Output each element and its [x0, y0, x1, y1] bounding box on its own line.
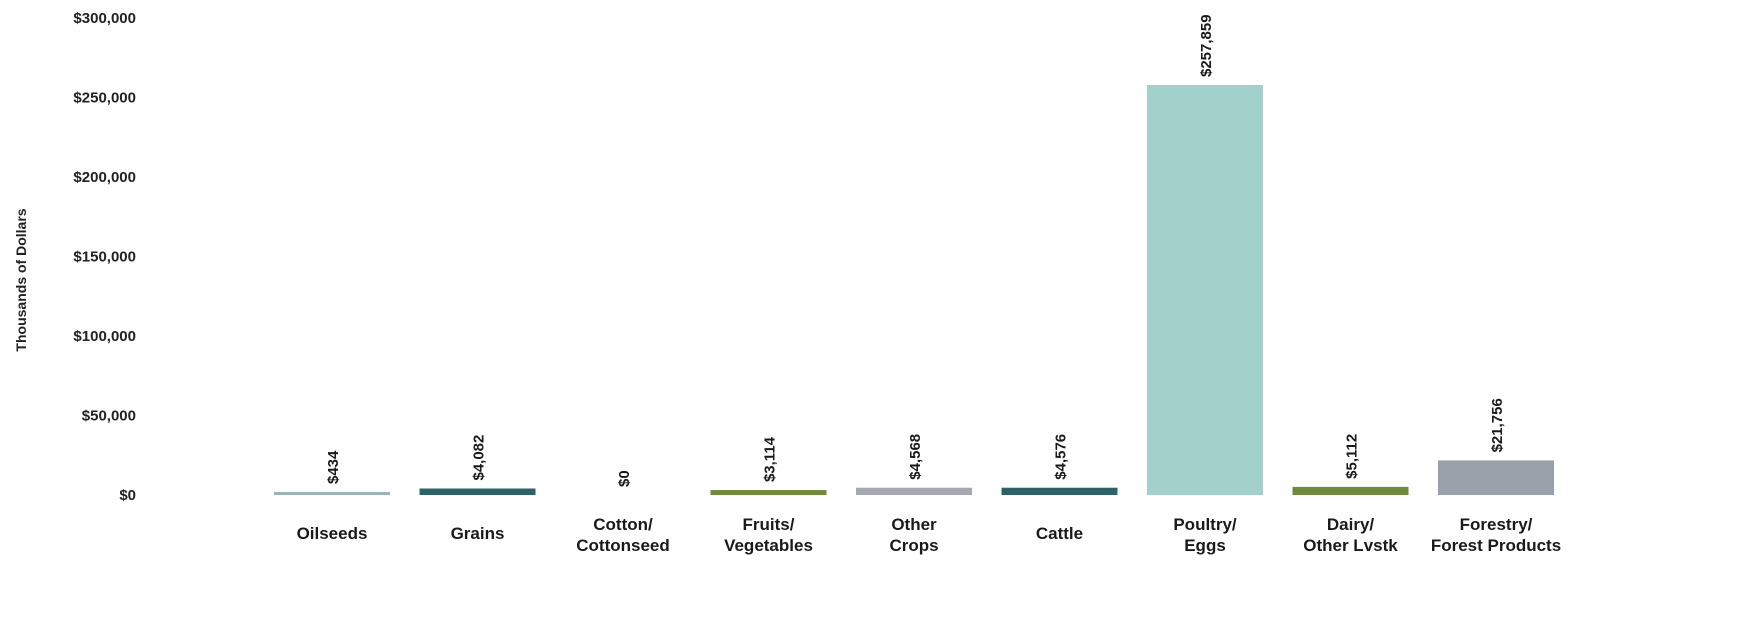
bar — [274, 492, 390, 495]
x-category-label: Oilseeds — [297, 524, 368, 543]
x-category-label-line: Cotton/ — [593, 515, 653, 534]
x-category-label: Grains — [451, 524, 505, 543]
y-tick-label: $150,000 — [73, 249, 136, 266]
y-tick-label: $200,000 — [73, 169, 136, 186]
bar-data-label: $21,756 — [1489, 398, 1506, 452]
x-category-label-line: Other Lvstk — [1303, 536, 1398, 555]
bar — [1292, 486, 1409, 495]
x-category-label: Cattle — [1036, 524, 1083, 543]
x-category-label-line: Fruits/ — [743, 515, 795, 534]
bar-data-label: $3,114 — [762, 436, 779, 482]
bar-data-label: $434 — [325, 450, 342, 484]
x-axis: Oilseeds Grains Cotton/Cottonseed Fruits/Ve… — [297, 515, 1562, 555]
x-category-label-line: Grains — [451, 524, 505, 543]
x-category-label-line: Poultry/ — [1173, 515, 1237, 534]
data-labels: $434 $4,082 $0 $3,114 $4,568 $4,576 $257,859 $5… — [325, 14, 1506, 487]
bar-data-label: $4,576 — [1053, 434, 1070, 480]
x-category-label-line: Dairy/ — [1327, 515, 1375, 534]
bar-data-label: $4,082 — [471, 435, 488, 481]
bar — [1147, 85, 1263, 496]
bar — [419, 488, 536, 495]
x-category-label-line: Cattle — [1036, 524, 1083, 543]
bar — [1438, 460, 1554, 495]
x-category-label-line: Cottonseed — [576, 536, 670, 555]
y-axis: $0 $50,000 $100,000 $150,000 $200,000 $250,00… — [73, 10, 136, 504]
bar — [856, 487, 972, 495]
bar-data-label: $4,568 — [907, 434, 924, 480]
y-tick-label: $0 — [119, 487, 136, 504]
y-tick-label: $250,000 — [73, 90, 136, 107]
x-category-label-line: Vegetables — [724, 536, 813, 555]
x-category-label: Poultry/Eggs — [1173, 515, 1237, 555]
x-category-label-line: Forestry/ — [1460, 515, 1533, 534]
bar-data-label: $0 — [616, 470, 633, 487]
bar-data-label: $5,112 — [1344, 434, 1361, 479]
y-axis-title: Thousands of Dollars — [13, 208, 29, 351]
x-category-label-line: Other — [891, 515, 937, 534]
x-category-label: Fruits/Vegetables — [724, 515, 813, 555]
bars — [274, 85, 1554, 496]
x-category-label: Other Crops — [889, 515, 938, 555]
y-tick-label: $50,000 — [82, 408, 136, 425]
x-category-label-line: Eggs — [1184, 536, 1226, 555]
y-tick-label: $100,000 — [73, 328, 136, 345]
x-category-label-line: Forest Products — [1431, 536, 1561, 555]
x-category-label-line: Oilseeds — [297, 524, 368, 543]
y-tick-label: $300,000 — [73, 10, 136, 27]
x-category-label: Dairy/Other Lvstk — [1303, 515, 1398, 555]
x-category-label: Forestry/Forest Products — [1431, 515, 1561, 555]
x-category-label: Cotton/Cottonseed — [576, 515, 670, 555]
bar — [1001, 487, 1118, 495]
bar-data-label: $257,859 — [1198, 14, 1215, 77]
bar — [710, 490, 827, 495]
x-category-label-line: Crops — [889, 536, 938, 555]
